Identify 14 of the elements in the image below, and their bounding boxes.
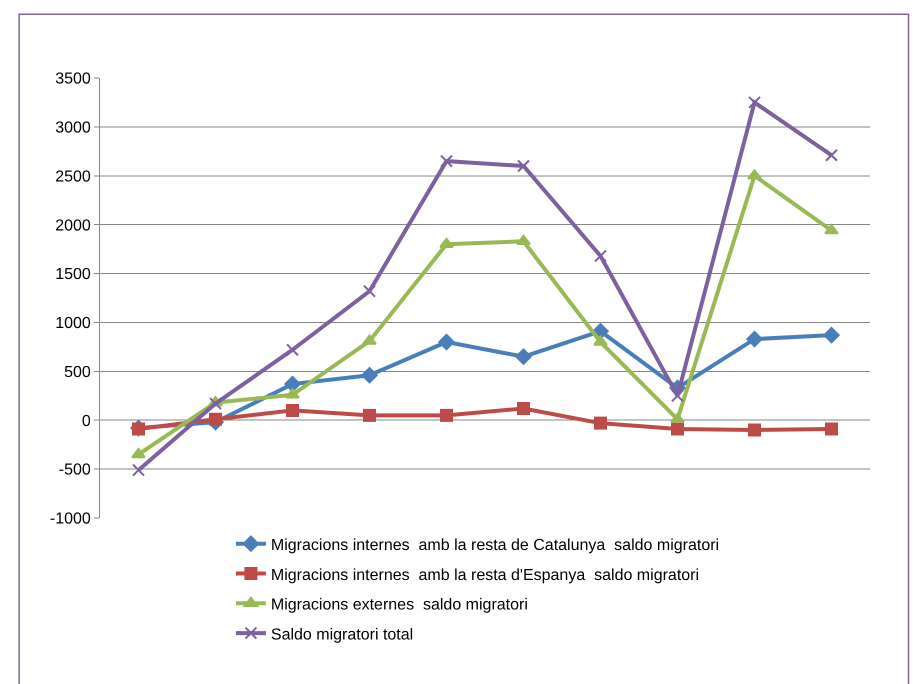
y-tick-label: 3000 — [55, 119, 91, 136]
legend-label: Migracions internes amb la resta d'Espanya saldo migratori — [270, 566, 700, 584]
y-tick-label: 2500 — [55, 168, 91, 186]
y-tick-label: 1000 — [55, 315, 91, 332]
y-tick-label: 2000 — [55, 217, 91, 234]
legend-label: Migracions internes amb la resta de Catalunya saldo migratori — [270, 536, 720, 554]
y-tick-label: -500 — [58, 462, 91, 479]
legend-label: Migracions externes saldo migratori — [270, 596, 528, 614]
y-tick-label: 1500 — [55, 266, 91, 284]
y-tick-label: -1000 — [50, 510, 91, 528]
y-tick-label: 0 — [82, 412, 91, 430]
legend-label: Saldo migratori total — [270, 626, 414, 644]
y-tick-label: 3500 — [55, 70, 91, 88]
y-tick-label: 500 — [64, 364, 91, 381]
